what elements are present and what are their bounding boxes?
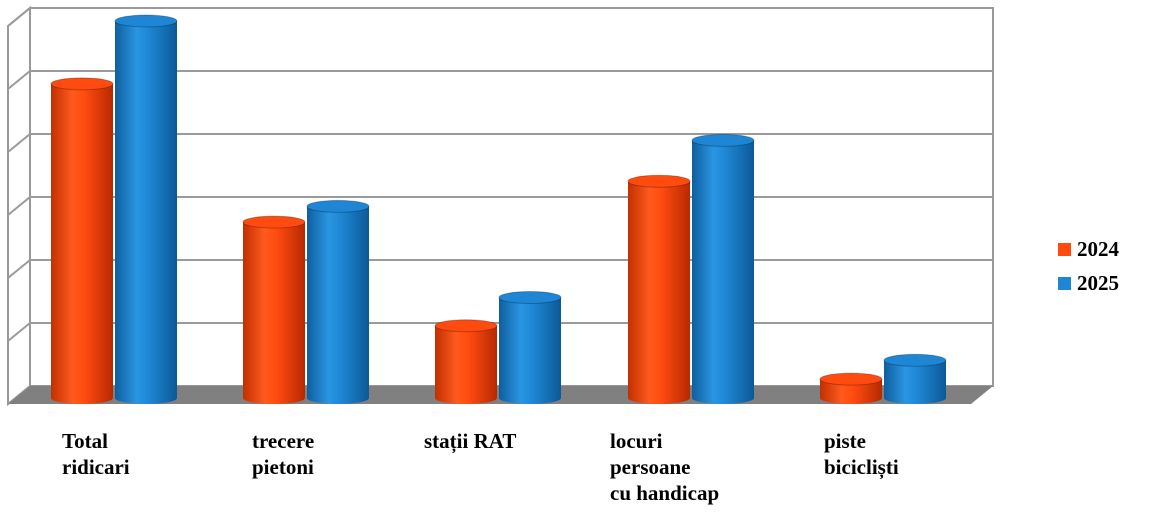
bar-top bbox=[498, 290, 562, 304]
bar-top bbox=[691, 133, 755, 147]
category-label-line: locuri bbox=[610, 429, 663, 453]
bar-2024-0 bbox=[50, 77, 114, 404]
category-label-line: trecere bbox=[252, 429, 314, 453]
category-label: locuri persoane cu handicap bbox=[610, 429, 719, 505]
category-label: stații RAT bbox=[424, 429, 516, 454]
bar-2024-4 bbox=[819, 372, 883, 404]
legend-swatch-2024 bbox=[1058, 242, 1071, 256]
bar-2025-2 bbox=[498, 290, 562, 404]
category-label-line: Total bbox=[62, 429, 108, 453]
category-label-line: bicicliști bbox=[824, 455, 899, 480]
bar-body bbox=[628, 181, 690, 398]
bar-top bbox=[114, 14, 178, 28]
category-label: piste bicicliști bbox=[824, 429, 899, 480]
bar-2025-1 bbox=[306, 199, 370, 404]
category-label-line: pietoni bbox=[252, 455, 314, 479]
category-label-line: stații RAT bbox=[424, 429, 516, 454]
side-gridline bbox=[7, 133, 31, 153]
legend: 2024 2025 bbox=[1058, 232, 1119, 300]
category-labels: Total ridicari trecere pietoni stații RAT loc… bbox=[62, 429, 899, 505]
legend-item-2025: 2025 bbox=[1058, 266, 1119, 300]
category-label: Total ridicari bbox=[62, 429, 130, 479]
legend-label-2024: 2024 bbox=[1077, 236, 1119, 261]
bar-top bbox=[242, 215, 306, 229]
bar-body bbox=[435, 325, 497, 398]
bar-2024-2 bbox=[434, 319, 498, 404]
category-label-line: persoane bbox=[610, 455, 691, 479]
bar-2024-3 bbox=[627, 174, 691, 404]
legend-item-2024: 2024 bbox=[1058, 232, 1119, 266]
side-gridline bbox=[7, 7, 31, 27]
bar-top bbox=[50, 77, 114, 91]
bar-body bbox=[884, 360, 946, 398]
side-gridline bbox=[7, 259, 31, 279]
category-label-line: ridicari bbox=[62, 455, 130, 479]
bar-top bbox=[627, 174, 691, 188]
legend-swatch-2025 bbox=[1058, 276, 1071, 290]
category-label-line: piste bbox=[824, 429, 866, 453]
bar-top bbox=[306, 199, 370, 213]
bar-body bbox=[499, 297, 561, 398]
bar-2024-1 bbox=[242, 215, 306, 404]
side-gridline bbox=[7, 70, 31, 90]
bar-2025-3 bbox=[691, 133, 755, 404]
bar-2025-0 bbox=[114, 14, 178, 404]
bar-top bbox=[434, 319, 498, 333]
bar-top bbox=[819, 372, 883, 386]
side-gridline bbox=[7, 196, 31, 216]
gridlines bbox=[7, 7, 993, 342]
bars bbox=[50, 14, 947, 404]
legend-label-2025: 2025 bbox=[1077, 270, 1119, 295]
bar-body bbox=[692, 140, 754, 398]
bar-body bbox=[243, 222, 305, 398]
bar-body bbox=[51, 83, 113, 398]
bar-2025-4 bbox=[883, 353, 947, 404]
category-label-line: cu handicap bbox=[610, 481, 719, 505]
category-label: trecere pietoni bbox=[252, 429, 314, 479]
bar-body bbox=[115, 21, 177, 398]
side-gridline bbox=[7, 322, 31, 342]
bar-body bbox=[307, 206, 369, 398]
bar-top bbox=[883, 353, 947, 367]
